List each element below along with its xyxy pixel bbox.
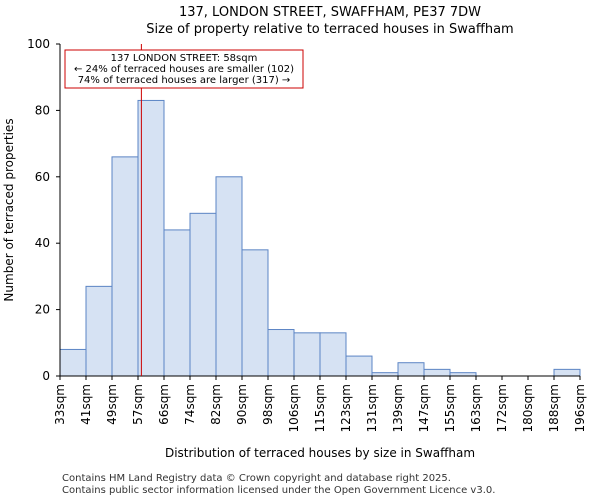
x-tick-label: 147sqm <box>417 384 431 432</box>
footer-line-1: Contains HM Land Registry data © Crown c… <box>62 473 451 484</box>
annotation-line-2: ← 24% of terraced houses are smaller (10… <box>74 64 294 75</box>
x-tick-label: 115sqm <box>313 384 327 432</box>
x-axis-label: Distribution of terraced houses by size … <box>165 446 475 460</box>
y-tick-label: 100 <box>27 37 50 51</box>
bar-115sqm <box>319 332 347 377</box>
x-tick-label: 74sqm <box>183 384 197 425</box>
x-tick-label: 90sqm <box>235 384 249 425</box>
x-tick-label: 33sqm <box>53 384 67 425</box>
x-tick-label: 98sqm <box>261 384 275 425</box>
x-tick-label: 172sqm <box>495 384 509 432</box>
bar-106sqm <box>293 332 321 377</box>
x-tick-label: 163sqm <box>469 384 483 432</box>
x-tick-label: 188sqm <box>547 384 561 432</box>
y-tick-label: 40 <box>35 236 50 250</box>
x-tick-label: 139sqm <box>391 384 405 432</box>
bar-66sqm <box>163 229 191 377</box>
x-tick-label: 66sqm <box>157 384 171 425</box>
bar-57sqm <box>137 99 165 377</box>
y-axis-label: Number of terraced properties <box>2 118 16 301</box>
marker-group: 137 LONDON STREET: 58sqm← 24% of terrace… <box>64 44 304 376</box>
chart-subtitle: Size of property relative to terraced ho… <box>146 22 513 37</box>
x-tick-label: 106sqm <box>287 384 301 432</box>
y-tick-label: 80 <box>35 103 50 117</box>
x-tick-label: 196sqm <box>573 384 587 432</box>
y-tick-label: 20 <box>35 303 50 317</box>
annotation-line-1: 137 LONDON STREET: 58sqm <box>111 53 258 64</box>
y-tick-label: 60 <box>35 170 50 184</box>
bar-123sqm <box>345 355 373 377</box>
footer-line-2: Contains public sector information licen… <box>62 485 496 496</box>
bar-41sqm <box>85 285 113 377</box>
bar-188sqm <box>553 368 581 377</box>
x-tick-label: 155sqm <box>443 384 457 432</box>
bar-49sqm <box>111 156 139 377</box>
bar-139sqm <box>397 362 425 377</box>
bar-147sqm <box>423 368 451 377</box>
x-tick-label: 49sqm <box>105 384 119 425</box>
bar-98sqm <box>267 329 295 377</box>
x-tick-label: 131sqm <box>365 384 379 432</box>
annotation-box <box>64 49 304 89</box>
chart-title: 137, LONDON STREET, SWAFFHAM, PE37 7DW <box>179 5 481 20</box>
x-tick-label: 82sqm <box>209 384 223 425</box>
bar-90sqm <box>241 249 269 377</box>
x-tick-label: 180sqm <box>521 384 535 432</box>
bars-group <box>59 99 581 377</box>
bar-82sqm <box>215 176 243 377</box>
x-tick-label: 123sqm <box>339 384 353 432</box>
bar-74sqm <box>189 212 217 377</box>
bar-33sqm <box>59 348 87 377</box>
axes-group: 0 20 40 60 80 100 33sqm 41sqm 49sqm 57sqm 66sqm 74s… <box>27 37 587 432</box>
y-tick-label: 0 <box>42 369 50 383</box>
x-tick-label: 57sqm <box>131 384 145 425</box>
x-tick-label: 41sqm <box>79 384 93 425</box>
annotation-line-3: 74% of terraced houses are larger (317) … <box>78 75 291 86</box>
